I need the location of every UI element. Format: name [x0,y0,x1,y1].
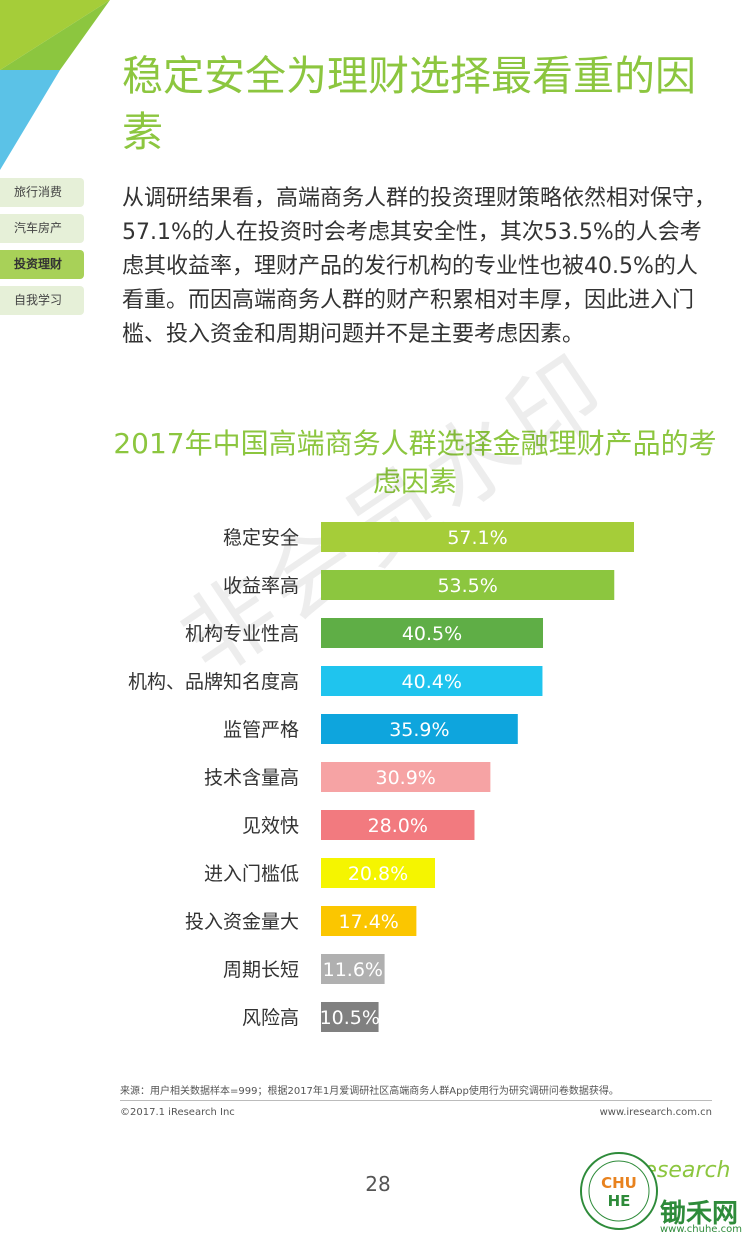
category-label: 机构专业性高 [185,623,299,645]
bar [321,954,385,984]
svg-text:HE: HE [608,1192,631,1210]
value-label: 30.9% [376,767,436,789]
side-tab-learning[interactable]: 自我学习 [0,286,84,315]
side-tab-investment[interactable]: 投资理财 [0,250,84,279]
side-nav: 旅行消费 汽车房产 投资理财 自我学习 [0,178,84,322]
chuhe-url: www.chuhe.com [660,1224,742,1235]
category-label: 见效快 [242,815,299,837]
category-label: 机构、品牌知名度高 [128,671,299,693]
value-label: 28.0% [368,815,428,837]
chuhe-logo-text: 锄禾网 [660,1199,739,1229]
value-label: 11.6% [323,959,383,981]
bar [321,762,491,792]
value-label: 40.4% [402,671,462,693]
page-title: 稳定安全为理财选择最看重的因素 [122,52,696,156]
bar [321,666,543,696]
category-label: 投入资金量大 [185,911,299,933]
footer-divider [120,1100,712,1101]
bar [321,858,436,888]
category-label: 收益率高 [223,575,299,597]
value-label: 20.8% [348,863,408,885]
category-label: 风险高 [242,1007,299,1029]
intro-paragraph: 从调研结果看，高端商务人群的投资理财策略依然相对保守，57.1%的人在投资时会考… [122,186,717,347]
value-label: 17.4% [339,911,399,933]
value-label: 57.1% [447,527,507,549]
source-note: 来源：用户相关数据样本=999；根据2017年1月爱调研社区高端商务人群App使… [120,1086,619,1097]
bar [321,1002,379,1032]
value-label: 35.9% [389,719,449,741]
category-label: 进入门槛低 [204,863,299,885]
category-label: 监管严格 [223,719,299,741]
bar-chart: 稳定安全 57.1% 收益率高 53.5% 机构专业性高 40.5% 机构、品牌知名度高 40… [128,522,634,1032]
page-number: 28 [365,1172,391,1196]
value-label: 10.5% [320,1007,380,1029]
category-label: 技术含量高 [204,767,299,789]
copyright: ©2017.1 iResearch Inc [120,1107,235,1118]
svg-text:CHU: CHU [601,1174,637,1192]
side-tab-travel[interactable]: 旅行消费 [0,178,84,207]
value-label: 40.5% [402,623,462,645]
bar [321,906,417,936]
side-tab-auto-house[interactable]: 汽车房产 [0,214,84,243]
corner-decoration [0,0,110,170]
chart-title: 2017年中国高端商务人群选择金融理财产品的考虑因素 [113,427,717,498]
bar [321,522,634,552]
category-label: 周期长短 [223,959,299,981]
bar [321,714,518,744]
value-label: 53.5% [437,575,497,597]
bar [321,810,475,840]
website-link[interactable]: www.iresearch.com.cn [599,1107,712,1118]
chuhe-seal-logo: CHU HE [580,1152,658,1230]
category-label: 稳定安全 [223,527,299,549]
bar [321,618,544,648]
bar [321,570,615,600]
